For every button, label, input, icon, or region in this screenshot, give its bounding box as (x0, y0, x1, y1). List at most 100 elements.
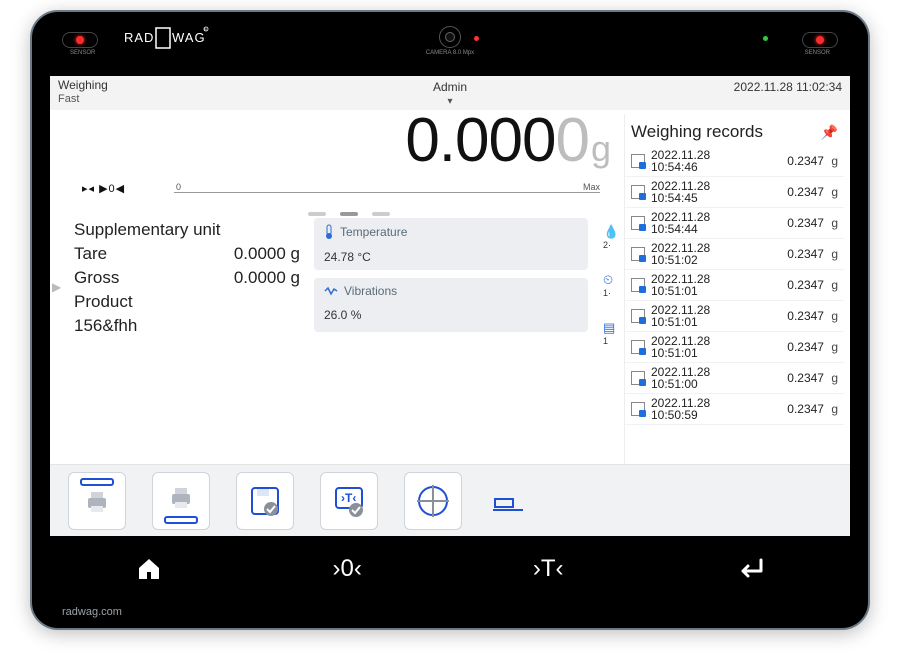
svg-text:WAG: WAG (172, 30, 206, 45)
bottom-toolbar: ›T‹ (50, 464, 850, 536)
gauge-icon[interactable]: ⏲ (603, 272, 619, 288)
datetime-label: 2022.11.28 11:02:34 (734, 80, 842, 94)
side-val-1: 1· (603, 288, 619, 298)
record-icon (631, 185, 645, 199)
side-mini-icons: 💧2· ⏲1· ▤1 (598, 218, 624, 346)
record-icon (631, 402, 645, 416)
record-timestamp: 2022.11.2810:54:45 (651, 180, 774, 204)
humidity-icon[interactable]: 💧 (603, 224, 619, 240)
user-label: Admin (433, 80, 467, 94)
record-timestamp: 2022.11.2810:51:02 (651, 242, 774, 266)
footer-url: radwag.com (62, 606, 122, 618)
record-row[interactable]: 2022.11.2810:51:010.2347 g (625, 301, 844, 332)
vibrations-label: Vibrations (344, 284, 397, 298)
record-value: 0.2347 (774, 371, 828, 385)
print-footer-button[interactable] (152, 472, 210, 530)
record-row[interactable]: 2022.11.2810:54:460.2347 g (625, 146, 844, 177)
save-button[interactable] (236, 472, 294, 530)
record-timestamp: 2022.11.2810:54:44 (651, 211, 774, 235)
record-value: 0.2347 (774, 402, 828, 416)
info-labels: Supplementary unit Tare0.0000 g Gross0.0… (74, 218, 304, 346)
record-unit: g (828, 278, 838, 292)
zero-button[interactable]: ›0‹ (333, 555, 362, 583)
tare-check-button[interactable]: ›T‹ (320, 472, 378, 530)
home-button[interactable] (136, 556, 162, 582)
scale-max: Max (583, 182, 600, 192)
side-val-0: 2· (603, 240, 619, 250)
record-value: 0.2347 (774, 278, 828, 292)
record-row[interactable]: 2022.11.2810:54:440.2347 g (625, 208, 844, 239)
record-unit: g (828, 154, 838, 168)
device-frame: SENSOR SENSOR RAD WAG R CAMERA 8.0 Mpx W… (30, 10, 870, 630)
record-icon (631, 216, 645, 230)
record-value: 0.2347 (774, 247, 828, 261)
recording-indicator (474, 36, 479, 41)
main-area: ▶ 0.0000g ▸◂ ▶0◀ 0 Max Supplementary uni… (50, 110, 850, 464)
camera-label: CAMERA 8.0 Mpx (426, 50, 474, 56)
filter-label: Fast (58, 92, 108, 106)
records-panel: Weighing records 📌 2022.11.2810:54:460.2… (624, 114, 844, 464)
record-unit: g (828, 309, 838, 323)
more-button[interactable] (488, 472, 528, 530)
vibrations-value: 26.0 % (324, 308, 578, 322)
gross-label: Gross (74, 266, 214, 290)
temperature-card[interactable]: Temperature 24.78 °C (314, 218, 588, 270)
pin-icon[interactable]: 📌 (821, 124, 838, 141)
environment-cards: Temperature 24.78 °C Vibrations 26.0 % (314, 218, 588, 346)
record-row[interactable]: 2022.11.2810:51:000.2347 g (625, 363, 844, 394)
gross-value: 0.0000 g (214, 266, 304, 290)
record-row[interactable]: 2022.11.2810:51:010.2347 g (625, 270, 844, 301)
brand-logo: RAD WAG R (124, 26, 212, 56)
target-button[interactable] (404, 472, 462, 530)
record-value: 0.2347 (774, 185, 828, 199)
vibrations-card[interactable]: Vibrations 26.0 % (314, 278, 588, 332)
temperature-label: Temperature (340, 225, 407, 239)
record-unit: g (828, 402, 838, 416)
weight-value-main: 0.000 (405, 106, 555, 175)
level-icon[interactable]: ▤ (603, 320, 619, 336)
svg-text:R: R (204, 27, 209, 32)
record-unit: g (828, 340, 838, 354)
scale-min: 0 (176, 182, 181, 192)
record-icon (631, 278, 645, 292)
record-value: 0.2347 (774, 154, 828, 168)
product-label: Product (74, 290, 304, 314)
record-row[interactable]: 2022.11.2810:51:020.2347 g (625, 239, 844, 270)
tare-button[interactable]: ›T‹ (533, 555, 564, 583)
nav-bar: ›0‹ ›T‹ (50, 542, 850, 596)
sensor-label-left: SENSOR (70, 50, 95, 56)
record-row[interactable]: 2022.11.2810:50:590.2347 g (625, 394, 844, 425)
record-icon (631, 371, 645, 385)
proximity-sensor-left (62, 32, 98, 48)
record-timestamp: 2022.11.2810:50:59 (651, 397, 774, 421)
record-timestamp: 2022.11.2810:54:46 (651, 149, 774, 173)
record-icon (631, 340, 645, 354)
svg-text:RAD: RAD (124, 30, 154, 45)
proximity-sensor-right (802, 32, 838, 48)
bezel-top: SENSOR SENSOR RAD WAG R CAMERA 8.0 Mpx (32, 12, 868, 72)
screen: Weighing Fast Admin 2022.11.28 11:02:34 … (50, 76, 850, 536)
record-timestamp: 2022.11.2810:51:01 (651, 304, 774, 328)
weight-unit: g (591, 128, 610, 169)
page-indicator[interactable] (74, 212, 624, 216)
record-unit: g (828, 371, 838, 385)
product-value: 156&fhh (74, 314, 304, 338)
record-timestamp: 2022.11.2810:51:00 (651, 366, 774, 390)
record-unit: g (828, 247, 838, 261)
status-bar: Weighing Fast Admin 2022.11.28 11:02:34 … (50, 76, 850, 110)
record-value: 0.2347 (774, 216, 828, 230)
record-row[interactable]: 2022.11.2810:54:450.2347 g (625, 177, 844, 208)
record-unit: g (828, 216, 838, 230)
weight-value-aux: 0 (555, 106, 588, 175)
enter-button[interactable] (735, 557, 765, 581)
record-icon (631, 154, 645, 168)
load-bar: ▸◂ ▶0◀ 0 Max (84, 184, 614, 204)
mode-label: Weighing (58, 78, 108, 92)
record-icon (631, 247, 645, 261)
print-header-button[interactable] (68, 472, 126, 530)
left-panel: 0.0000g ▸◂ ▶0◀ 0 Max Supplementary unit … (56, 114, 624, 464)
svg-text:›T‹: ›T‹ (341, 491, 356, 505)
record-row[interactable]: 2022.11.2810:51:010.2347 g (625, 332, 844, 363)
record-timestamp: 2022.11.2810:51:01 (651, 335, 774, 359)
records-list[interactable]: 2022.11.2810:54:460.2347 g2022.11.2810:5… (625, 146, 844, 464)
